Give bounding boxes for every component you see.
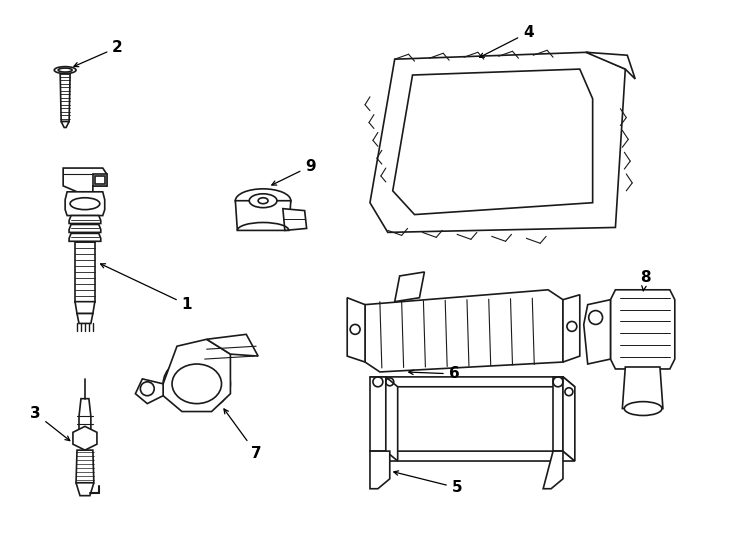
- Polygon shape: [553, 377, 563, 451]
- Polygon shape: [370, 451, 575, 461]
- Text: 6: 6: [409, 367, 459, 381]
- Text: 8: 8: [640, 271, 650, 291]
- Polygon shape: [370, 451, 390, 489]
- Polygon shape: [79, 399, 91, 438]
- Polygon shape: [76, 450, 94, 483]
- Ellipse shape: [625, 402, 662, 415]
- Polygon shape: [135, 379, 163, 403]
- Ellipse shape: [54, 66, 76, 73]
- Polygon shape: [370, 377, 575, 387]
- Polygon shape: [76, 483, 94, 496]
- Polygon shape: [75, 302, 95, 314]
- Polygon shape: [584, 300, 611, 364]
- Polygon shape: [370, 52, 625, 232]
- Polygon shape: [347, 298, 365, 362]
- Polygon shape: [395, 272, 424, 302]
- Text: 5: 5: [394, 471, 462, 495]
- Polygon shape: [77, 314, 92, 323]
- Polygon shape: [543, 451, 563, 489]
- Polygon shape: [60, 74, 70, 122]
- Polygon shape: [563, 295, 580, 362]
- Text: 4: 4: [479, 25, 534, 57]
- Text: 2: 2: [74, 40, 123, 66]
- Ellipse shape: [163, 356, 230, 411]
- Ellipse shape: [250, 194, 277, 208]
- Polygon shape: [283, 208, 307, 231]
- Polygon shape: [563, 377, 575, 461]
- Polygon shape: [207, 334, 258, 356]
- Polygon shape: [236, 201, 291, 231]
- Polygon shape: [386, 377, 398, 461]
- Polygon shape: [65, 192, 105, 215]
- Polygon shape: [69, 215, 101, 224]
- Polygon shape: [622, 367, 663, 409]
- Text: 1: 1: [101, 264, 192, 312]
- Polygon shape: [365, 290, 563, 372]
- Bar: [95, 176, 105, 184]
- Polygon shape: [73, 427, 97, 450]
- Text: 9: 9: [272, 159, 316, 185]
- Polygon shape: [63, 168, 106, 192]
- Polygon shape: [611, 290, 675, 369]
- Polygon shape: [586, 52, 635, 79]
- Ellipse shape: [258, 198, 268, 204]
- Polygon shape: [370, 377, 386, 451]
- Polygon shape: [69, 233, 101, 241]
- Text: 7: 7: [224, 409, 261, 461]
- Polygon shape: [61, 122, 69, 127]
- Polygon shape: [69, 225, 101, 232]
- Ellipse shape: [236, 189, 291, 213]
- Polygon shape: [92, 174, 106, 186]
- Bar: [75, 242, 95, 302]
- Polygon shape: [163, 339, 230, 411]
- Text: 3: 3: [30, 406, 70, 441]
